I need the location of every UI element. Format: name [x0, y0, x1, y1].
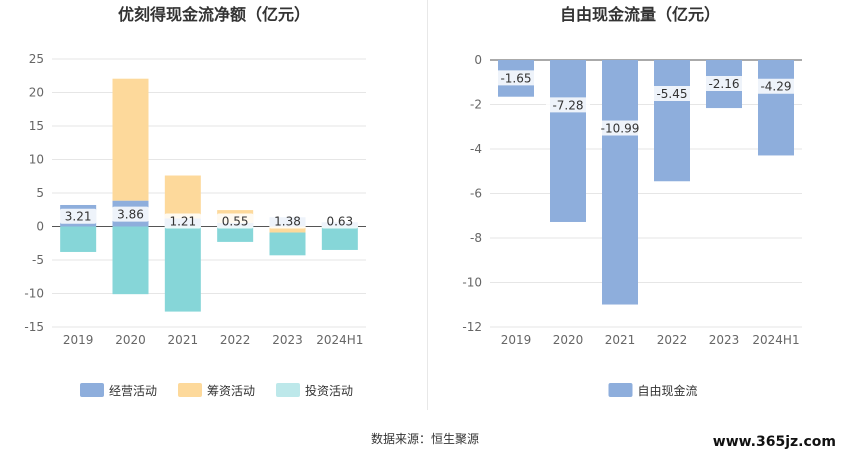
data-label-bg — [269, 213, 306, 229]
data-label-bg — [59, 208, 97, 224]
data-label: -2.16 — [708, 77, 739, 91]
legend-label: 投资活动 — [305, 383, 353, 398]
bar-投资活动 — [269, 232, 306, 256]
data-label-bg — [650, 85, 694, 101]
y-tick-label: 0 — [474, 53, 482, 67]
data-label-bg — [494, 70, 538, 86]
bar-自由现金流 — [654, 60, 690, 182]
y-tick-label: 0 — [36, 220, 44, 234]
data-label-bg — [216, 213, 254, 229]
y-tick-label: 25 — [29, 52, 44, 66]
y-tick-label: -6 — [470, 187, 482, 201]
x-tick-label: 2024H1 — [752, 333, 799, 347]
x-tick-label: 2022 — [220, 333, 251, 347]
bar-自由现金流 — [758, 60, 794, 156]
y-tick-label: 5 — [36, 186, 44, 200]
x-tick-label: 2020 — [553, 333, 584, 347]
x-tick-label: 2019 — [501, 333, 532, 347]
watermark: www.365jz.com — [712, 434, 836, 450]
legend-swatch — [178, 383, 202, 397]
data-label-bg — [112, 206, 149, 222]
data-label: 3.86 — [117, 208, 144, 222]
x-tick-label: 2023 — [709, 333, 740, 347]
x-tick-label: 2022 — [657, 333, 688, 347]
legend-swatch — [276, 383, 300, 397]
data-label: -1.65 — [500, 71, 531, 85]
data-label: -5.45 — [656, 87, 687, 101]
x-tick-label: 2024H1 — [316, 333, 363, 347]
bar-筹资活动 — [269, 226, 306, 233]
y-tick-label: -5 — [32, 253, 44, 267]
x-tick-label: 2023 — [272, 333, 303, 347]
bar-投资活动 — [60, 226, 97, 252]
data-label-bg — [546, 97, 590, 113]
legend-label: 自由现金流 — [638, 383, 698, 398]
chart-title: 自由现金流量（亿元） — [560, 5, 720, 24]
data-label-bg — [321, 213, 359, 229]
y-tick-label: -8 — [470, 231, 482, 245]
bar-投资活动 — [321, 226, 358, 250]
y-tick-label: -10 — [24, 287, 44, 301]
legend-swatch — [80, 383, 104, 397]
bar-自由现金流 — [550, 60, 586, 222]
legend-swatch — [608, 383, 633, 397]
data-label-bg — [754, 78, 798, 94]
data-label-bg — [594, 120, 646, 136]
bar-筹资活动 — [112, 78, 149, 201]
bar-自由现金流 — [602, 60, 638, 305]
data-label-bg — [164, 213, 202, 229]
y-tick-label: -15 — [24, 320, 44, 334]
y-tick-label: -10 — [462, 276, 482, 290]
x-tick-label: 2021 — [168, 333, 199, 347]
data-label: -7.28 — [552, 98, 583, 112]
data-label: 1.38 — [274, 215, 301, 229]
bar-投资活动 — [164, 226, 201, 312]
data-label-bg — [702, 76, 746, 92]
legend-label: 经营活动 — [109, 384, 157, 398]
bar-投资活动 — [217, 226, 254, 242]
y-tick-label: 15 — [29, 119, 44, 133]
y-tick-label: -4 — [470, 142, 482, 156]
data-label: -4.29 — [760, 80, 791, 94]
x-tick-label: 2019 — [63, 333, 94, 347]
data-label: 3.21 — [65, 210, 92, 224]
data-source-note: 数据来源：恒生聚源 — [370, 432, 479, 446]
data-label: 0.55 — [222, 215, 249, 229]
x-tick-label: 2021 — [605, 333, 636, 347]
data-label: -10.99 — [601, 121, 640, 135]
panel-divider — [427, 0, 428, 410]
legend-label: 筹资活动 — [207, 384, 255, 398]
y-tick-label: -12 — [462, 320, 482, 334]
data-label: 0.63 — [326, 215, 353, 229]
bar-投资活动 — [112, 226, 149, 295]
y-tick-label: 20 — [29, 86, 44, 100]
bar-筹资活动 — [164, 175, 201, 219]
x-tick-label: 2020 — [115, 333, 146, 347]
y-tick-label: -2 — [470, 98, 482, 112]
data-label: 1.21 — [169, 215, 196, 229]
y-tick-label: 10 — [29, 153, 44, 167]
chart-title: 优刻得现金流净额（亿元） — [118, 5, 310, 24]
